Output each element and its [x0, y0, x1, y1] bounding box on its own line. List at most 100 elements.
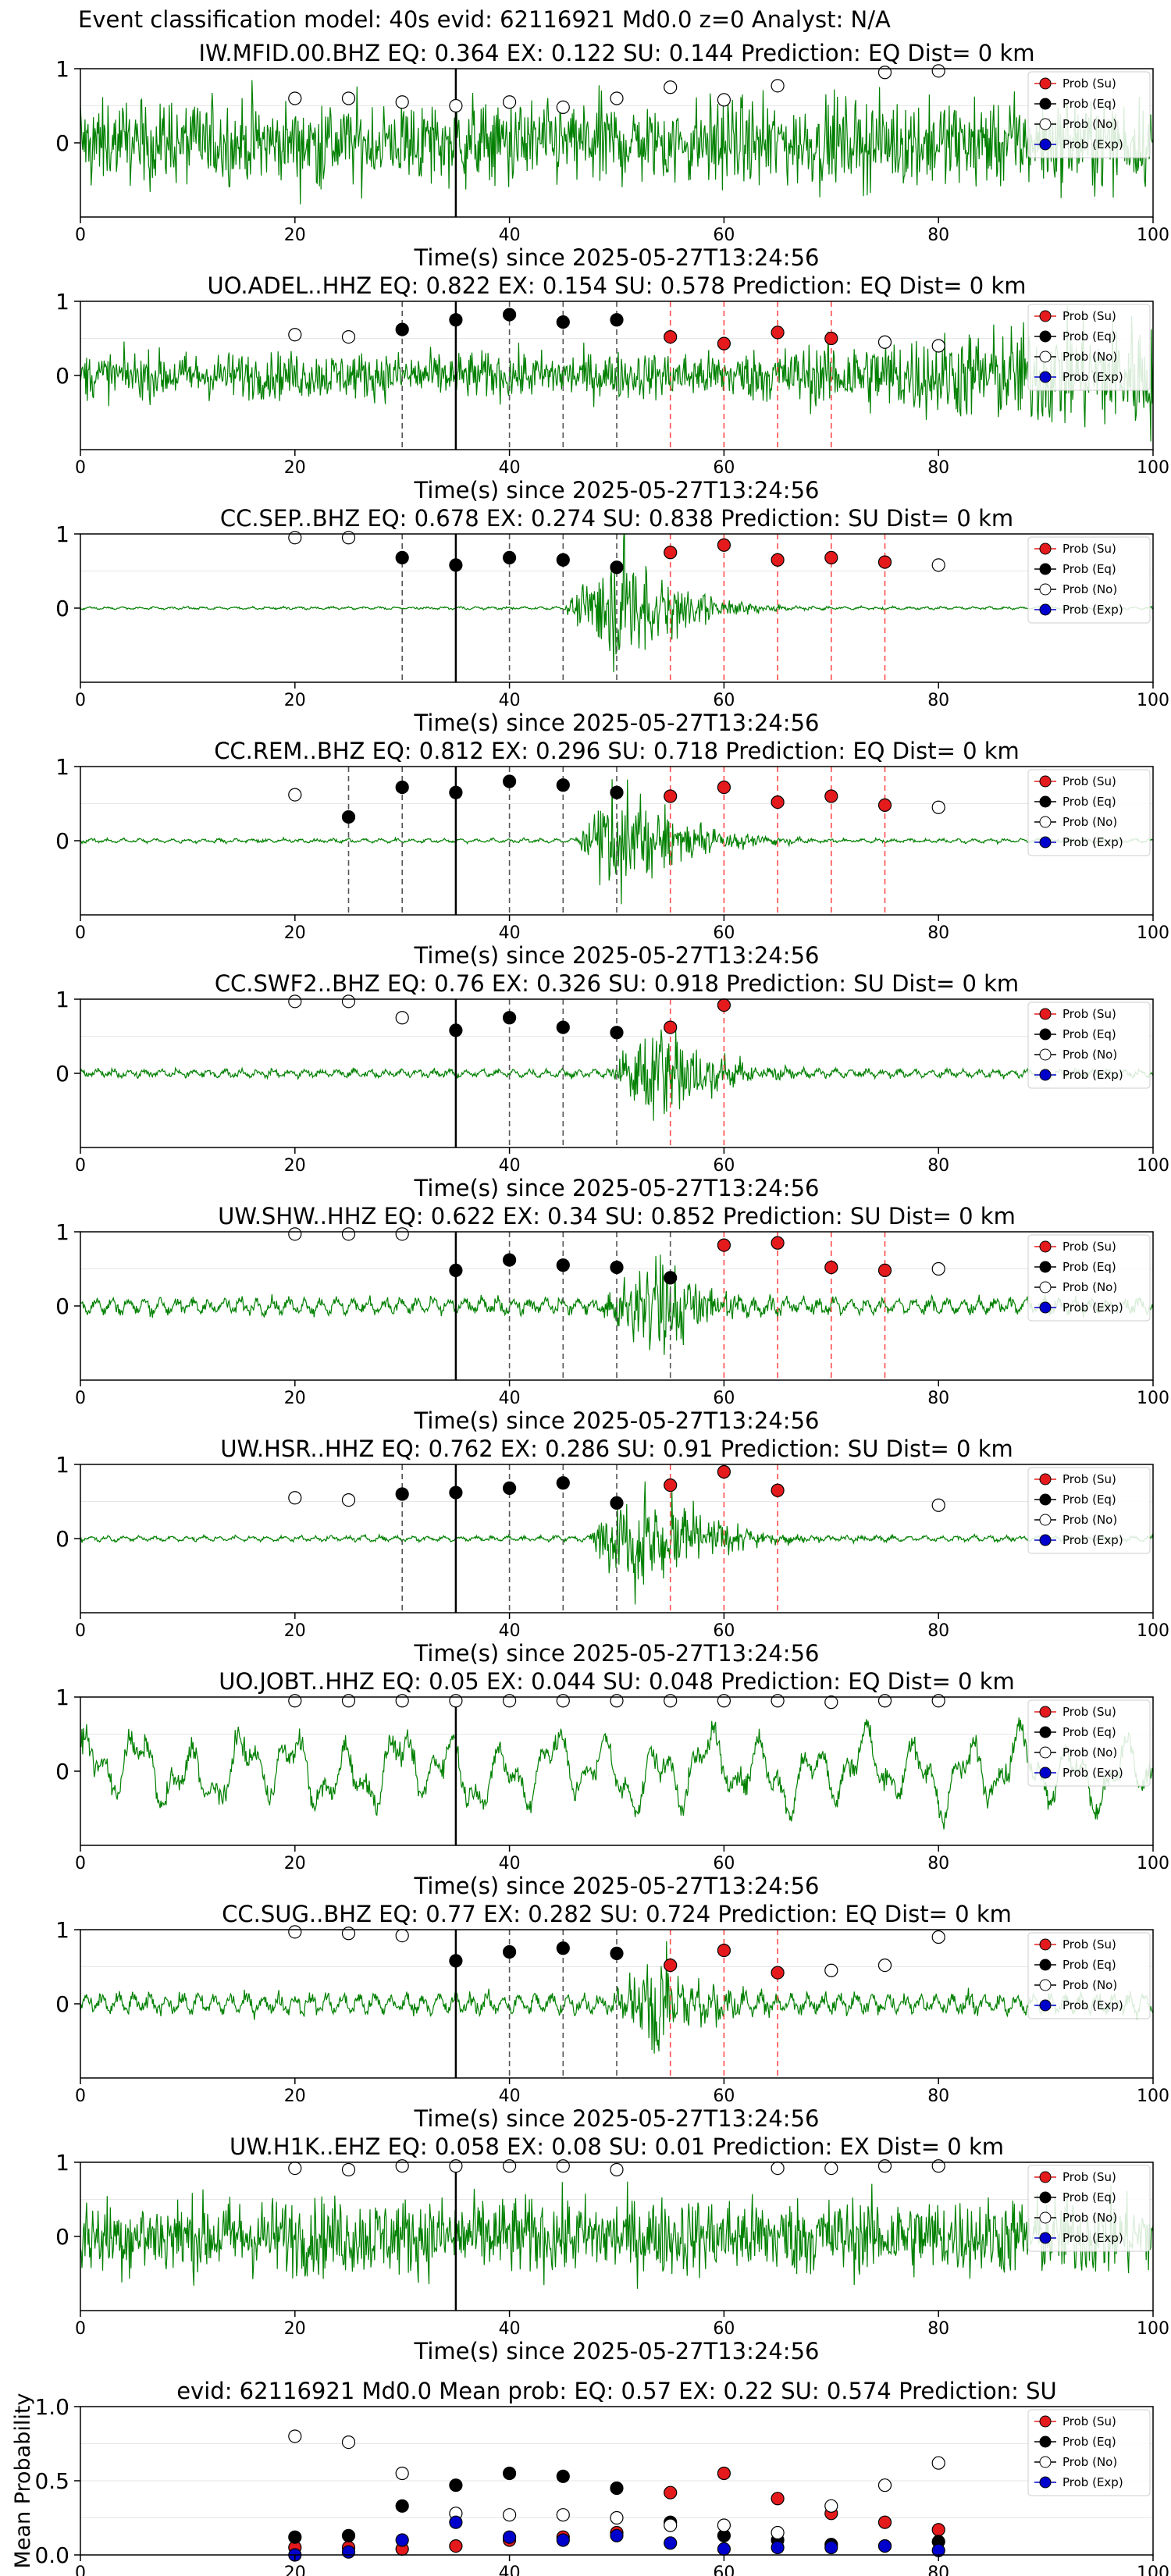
legend-marker-2-eq [1039, 563, 1052, 575]
prob-marker-5-1 [341, 1227, 356, 1241]
xtick-label-3-1: 20 [284, 923, 306, 943]
prob-marker-1-9 [771, 326, 785, 340]
mean-marker-su-8 [717, 2466, 731, 2481]
prob-marker-7-6 [610, 1694, 624, 1708]
mean-marker-exp-6 [610, 2528, 624, 2542]
legend-label-6-eq: Prob (Eq) [1062, 1493, 1116, 1507]
legend-box-4 [1027, 1002, 1151, 1089]
ytick-label-6-1: 1 [55, 1452, 69, 1478]
panel-plot-area-4 [80, 999, 1153, 1147]
xtick-label-3-3: 60 [713, 923, 735, 943]
xtick-label-10-3: 60 [713, 2564, 735, 2576]
prob-marker-9-1 [341, 2162, 356, 2177]
xtick-label-9-2: 40 [499, 2319, 521, 2339]
prob-marker-9-0 [288, 2161, 302, 2176]
prob-marker-1-11 [877, 335, 892, 349]
xtick-label-4-4: 80 [927, 1156, 949, 1176]
prob-marker-6-0 [288, 1491, 302, 1505]
legend-marker-8-su [1039, 1938, 1052, 1951]
prob-marker-2-1 [341, 531, 356, 545]
legend-marker-2-no [1039, 583, 1052, 596]
ytick-label-3-0: 0 [55, 828, 69, 854]
panel-title-2: CC.SEP..BHZ EQ: 0.678 EX: 0.274 SU: 0.83… [220, 505, 1013, 532]
panel-title-3: CC.REM..BHZ EQ: 0.812 EX: 0.296 SU: 0.71… [214, 738, 1020, 764]
prob-marker-4-8 [717, 998, 731, 1012]
prob-marker-6-5 [556, 1476, 570, 1490]
legend-label-8-no: Prob (No) [1062, 1978, 1117, 1992]
prob-marker-5-2 [395, 1227, 409, 1241]
mean-marker-no-0 [288, 2429, 302, 2443]
ytick-label-10-0: 0.0 [34, 2542, 69, 2568]
ytick-label-1-1: 1 [55, 289, 69, 315]
prob-marker-3-4 [502, 774, 517, 788]
prob-marker-2-11 [877, 555, 892, 569]
prob-marker-1-10 [824, 331, 838, 346]
prob-marker-6-2 [395, 1487, 409, 1501]
prob-marker-2-6 [610, 560, 624, 575]
prob-marker-7-0 [288, 1694, 302, 1708]
panel-6: UW.HSR..HHZ EQ: 0.762 EX: 0.286 SU: 0.91… [55, 1436, 1169, 1667]
xtick-label-0-0: 0 [75, 226, 86, 245]
legend-marker-3-exp [1039, 836, 1052, 849]
xtick-label-5-4: 80 [927, 1389, 949, 1408]
legend-label-7-no: Prob (No) [1062, 1745, 1117, 1759]
legend-marker-5-exp [1039, 1301, 1052, 1314]
panel-xlabel-5: Time(s) since 2025-05-27T13:24:56 [414, 1407, 820, 1434]
prob-marker-2-8 [717, 538, 731, 552]
ytick-label-4-0: 0 [55, 1061, 69, 1087]
prob-marker-3-12 [931, 800, 945, 814]
legend-label-0-su: Prob (Su) [1062, 76, 1116, 91]
prob-marker-3-6 [610, 785, 624, 799]
xtick-label-5-1: 20 [284, 1389, 306, 1408]
legend-label-3-eq: Prob (Eq) [1062, 795, 1116, 809]
legend-label-8-exp: Prob (Exp) [1062, 1998, 1123, 2012]
prob-marker-7-11 [877, 1694, 892, 1708]
prob-marker-0-8 [717, 93, 731, 107]
panel-title-8: CC.SUG..BHZ EQ: 0.77 EX: 0.282 SU: 0.724… [222, 1901, 1012, 1927]
legend-label-8-eq: Prob (Eq) [1062, 1958, 1116, 1972]
prob-marker-2-5 [556, 553, 570, 567]
panel-plot-area-5 [80, 1232, 1153, 1380]
xtick-label-7-4: 80 [927, 1854, 949, 1873]
prob-marker-3-1 [341, 809, 356, 824]
xtick-label-1-3: 60 [713, 458, 735, 478]
prob-marker-2-2 [395, 550, 409, 565]
mean-marker-no-2 [395, 2466, 409, 2481]
legend-marker-4-exp [1039, 1069, 1052, 1081]
panel-xlabel-9: Time(s) since 2025-05-27T13:24:56 [414, 2338, 820, 2364]
prob-marker-3-7 [664, 789, 678, 803]
legend-label-2-eq: Prob (Eq) [1062, 562, 1116, 576]
legend-label-6-exp: Prob (Exp) [1062, 1533, 1123, 1547]
panel-xlabel-8: Time(s) since 2025-05-27T13:24:56 [414, 2105, 820, 2132]
prob-marker-6-4 [502, 1481, 517, 1496]
legend-label-9-exp: Prob (Exp) [1062, 2231, 1123, 2245]
xtick-label-7-1: 20 [284, 1854, 306, 1873]
legend-label-5-no: Prob (No) [1062, 1280, 1117, 1294]
legend-label-3-no: Prob (No) [1062, 815, 1117, 829]
xtick-label-7-5: 100 [1137, 1854, 1169, 1873]
xtick-label-8-2: 40 [499, 2087, 521, 2106]
mean-marker-exp-11 [877, 2539, 892, 2553]
prob-marker-7-5 [556, 1694, 570, 1708]
ytick-label-2-0: 0 [55, 596, 69, 621]
prob-marker-3-9 [771, 795, 785, 809]
legend-marker-4-eq [1039, 1028, 1052, 1041]
xtick-label-8-4: 80 [927, 2087, 949, 2106]
xtick-label-3-5: 100 [1137, 923, 1169, 943]
legend-marker-10-eq [1039, 2435, 1052, 2448]
prob-marker-5-3 [449, 1263, 463, 1278]
prob-marker-9-2 [395, 2159, 409, 2173]
legend-marker-2-exp [1039, 603, 1052, 616]
xtick-label-4-3: 60 [713, 1156, 735, 1176]
prob-marker-3-0 [288, 788, 302, 802]
legend-label-1-su: Prob (Su) [1062, 309, 1116, 323]
xtick-label-0-5: 100 [1137, 226, 1169, 245]
mean-marker-no-5 [556, 2508, 570, 2522]
xtick-label-7-0: 0 [75, 1854, 86, 1873]
prob-marker-1-1 [341, 330, 356, 344]
xtick-label-0-2: 40 [499, 226, 521, 245]
prob-marker-0-3 [449, 98, 463, 113]
mean-marker-exp-5 [556, 2533, 570, 2547]
prob-marker-1-12 [931, 339, 945, 353]
